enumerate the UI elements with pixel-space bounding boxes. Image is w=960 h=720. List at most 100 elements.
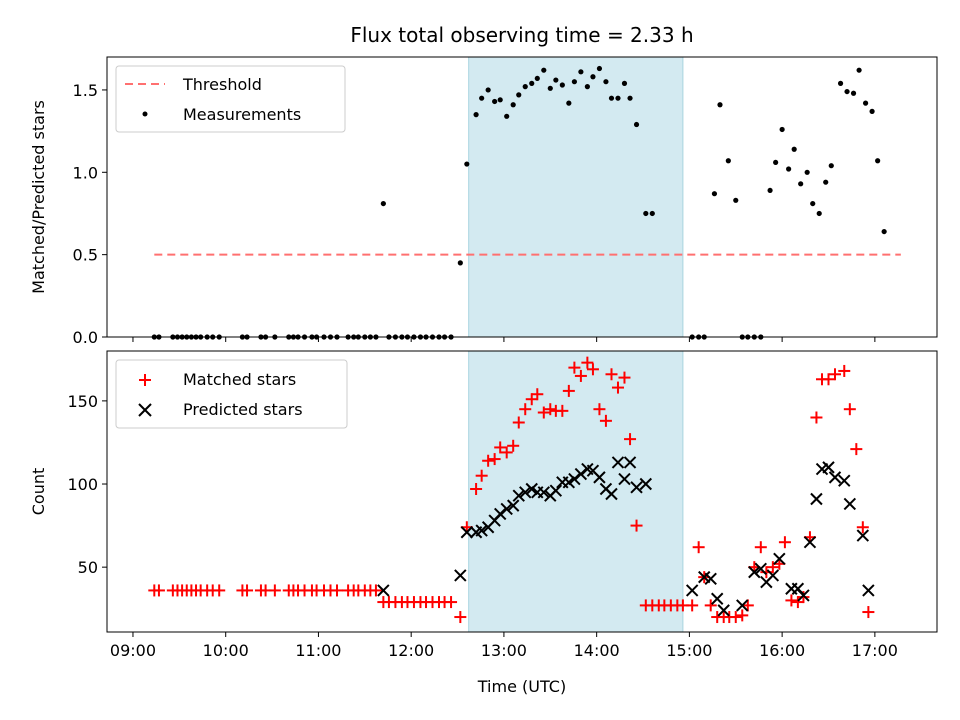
measurement-point	[510, 102, 516, 108]
measurement-point	[725, 158, 731, 164]
x-axis-label: Time (UTC)	[477, 677, 566, 696]
legend-predicted-swatch	[138, 403, 152, 417]
matched-star-point	[454, 611, 467, 624]
counts-panel-frame	[106, 350, 938, 633]
flux-panel: 0.0 0.5 1.0 1.5 Matched/Predicted stars Thr…	[29, 56, 938, 347]
matched-star-point	[562, 384, 575, 397]
measurement-point	[615, 95, 621, 101]
measurement-point	[862, 100, 869, 106]
matched-star-point	[568, 361, 581, 374]
matched-star-point	[268, 584, 281, 597]
matched-star-point	[213, 584, 226, 597]
legend-predicted-label: Predicted stars	[183, 400, 303, 419]
predicted-star-point	[593, 471, 606, 484]
measurement-point	[479, 95, 485, 101]
matched-star-point	[507, 439, 520, 452]
matched-star-point	[828, 368, 841, 381]
y-tick-label: 50	[78, 558, 98, 577]
matched-star-point	[843, 403, 856, 416]
measurement-point	[380, 200, 386, 207]
matched-stars-points	[148, 356, 875, 624]
measurement-point	[786, 166, 792, 172]
legend-matched-swatch	[139, 374, 151, 386]
predicted-star-point	[568, 472, 581, 486]
observing-window-bottom	[468, 350, 684, 633]
matched-star-point	[810, 411, 823, 424]
matched-star-point	[470, 483, 483, 496]
measurement-point	[541, 67, 547, 73]
matched-star-point	[605, 368, 618, 381]
matched-star-point	[766, 561, 779, 574]
x-tick-label: 14:00	[574, 641, 620, 660]
measurement-point	[767, 187, 773, 194]
matched-star-point	[850, 443, 863, 456]
predicted-star-point	[519, 486, 532, 499]
matched-star-point	[593, 403, 606, 416]
measurement-point	[553, 77, 559, 83]
matched-star-point	[531, 388, 544, 401]
matched-star-point	[686, 599, 699, 612]
measurement-point	[881, 228, 887, 235]
flux-y-axis-label: Matched/Predicted stars	[29, 100, 48, 294]
matched-star-point	[475, 469, 488, 482]
measurement-point	[534, 75, 540, 82]
measurement-points	[151, 65, 887, 340]
x-tick-label: 10:00	[203, 641, 249, 660]
predicted-star-point	[810, 492, 823, 506]
measurement-point	[773, 159, 779, 166]
measurement-point	[596, 65, 603, 72]
matched-star-point	[778, 536, 791, 549]
measurement-point	[584, 84, 590, 90]
predicted-star-point	[754, 562, 768, 576]
predicted-star-point	[828, 471, 842, 484]
matched-star-point	[494, 441, 507, 454]
measurement-point	[816, 210, 822, 217]
measurement-point	[643, 210, 649, 217]
predicted-star-point	[525, 482, 538, 496]
measurement-point	[547, 85, 553, 91]
measurement-point	[492, 98, 498, 105]
matched-star-point	[512, 416, 525, 429]
predicted-star-point	[630, 481, 643, 494]
predicted-star-point	[822, 461, 835, 474]
predicted-star-point	[856, 529, 870, 542]
legend-measurements-label: Measurements	[183, 105, 301, 124]
predicted-star-point	[475, 524, 488, 537]
y-tick-label: 150	[67, 392, 98, 411]
matched-star-point	[611, 381, 624, 394]
matched-star-point	[704, 599, 717, 612]
predicted-star-point	[537, 486, 551, 499]
x-tick-label: 15:00	[666, 641, 712, 660]
matched-star-point	[856, 521, 869, 534]
counts-x-ticks: 09:00 10:00 11:00 12:00 13:00 14:00 15:00 16:00…	[110, 632, 898, 660]
measurement-point	[810, 200, 816, 207]
measurement-point	[869, 108, 875, 114]
matched-star-point	[556, 404, 569, 417]
measurement-point	[485, 87, 491, 93]
matched-star-point	[822, 373, 835, 386]
matched-star-point	[741, 599, 754, 612]
y-tick-label: 1.5	[73, 81, 98, 100]
measurement-point	[828, 163, 834, 169]
matched-star-point	[152, 584, 165, 597]
measurement-point	[571, 79, 577, 85]
matched-star-point	[500, 446, 513, 459]
matched-star-point	[838, 364, 851, 377]
measurement-point	[608, 95, 615, 101]
measurement-point	[578, 69, 584, 75]
predicted-star-point	[562, 476, 576, 489]
chart-title: Flux total observing time = 2.33 h	[350, 23, 693, 47]
measurement-point	[837, 80, 844, 86]
matched-star-point	[369, 584, 382, 597]
legend-matched-label: Matched stars	[183, 370, 296, 389]
flux-legend: Threshold Measurements	[115, 65, 346, 133]
x-tick-label: 16:00	[759, 641, 805, 660]
matched-star-point	[537, 406, 550, 419]
y-tick-label: 0.5	[73, 246, 98, 265]
flux-x-ticks	[132, 337, 876, 342]
predicted-star-point	[773, 552, 786, 566]
y-tick-label: 0.0	[73, 328, 98, 347]
measurement-point	[649, 210, 655, 217]
matched-star-point	[544, 403, 557, 416]
measurement-point	[516, 92, 522, 98]
